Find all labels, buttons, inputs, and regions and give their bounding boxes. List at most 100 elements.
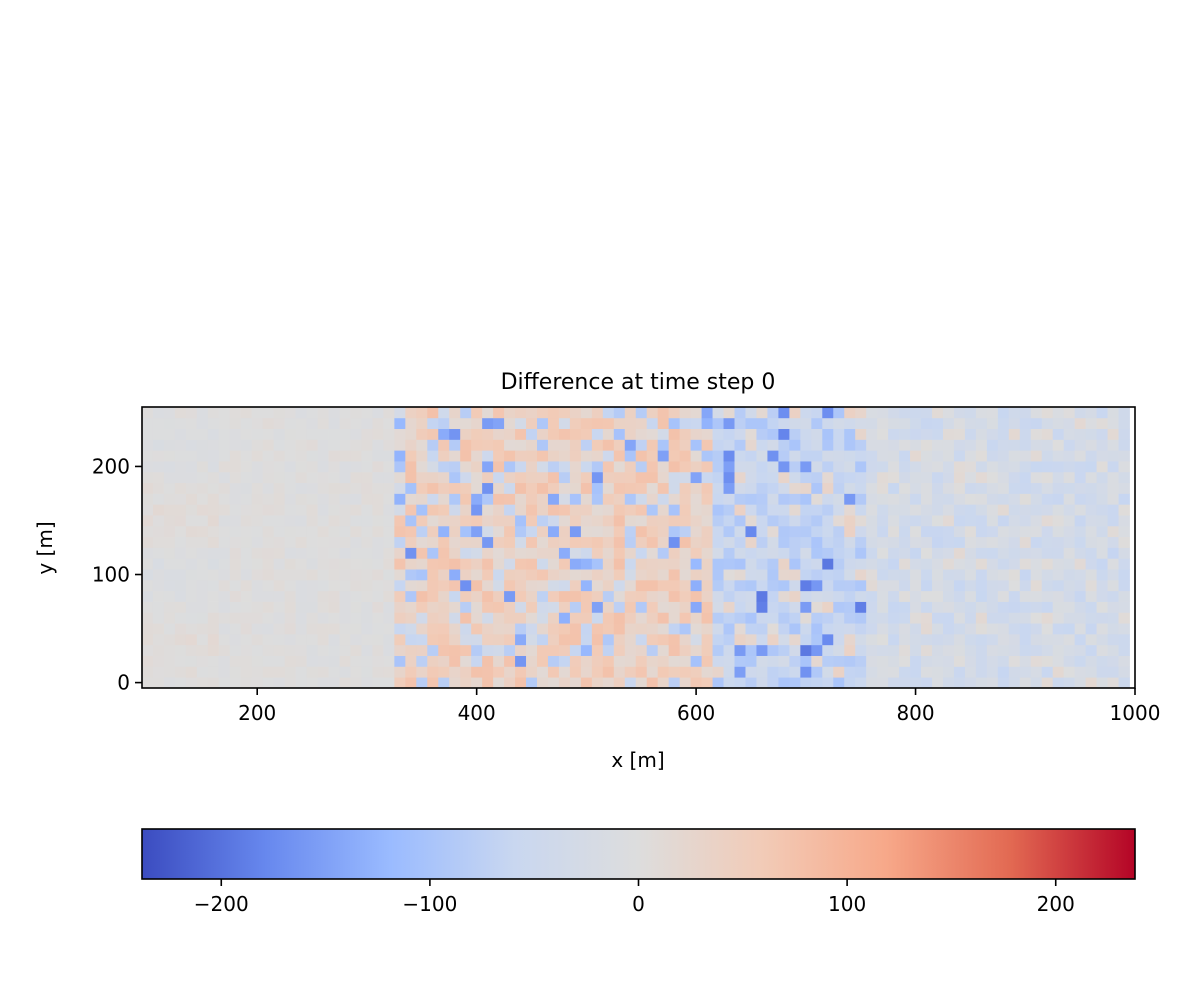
heatmap-cell [383, 601, 395, 613]
heatmap-cell [547, 482, 560, 494]
heatmap-cell [317, 666, 329, 678]
heatmap-cell [460, 439, 472, 451]
heatmap-cell [1096, 461, 1108, 473]
heatmap-cell [196, 417, 209, 430]
heatmap-cell [778, 482, 790, 494]
heatmap-cell [745, 407, 757, 419]
heatmap-cell [1096, 407, 1108, 419]
heatmap-cell [273, 471, 286, 484]
heatmap-cell [833, 612, 845, 624]
heatmap-cell [800, 439, 812, 451]
heatmap-cell [163, 525, 176, 538]
heatmap-cell [789, 623, 801, 635]
heatmap-cell [1030, 579, 1043, 592]
heatmap-cell [942, 677, 955, 688]
heatmap-cell [844, 407, 856, 419]
heatmap-cell [284, 655, 297, 667]
heatmap-cell [295, 417, 307, 430]
heatmap-cell [953, 536, 966, 548]
heatmap-cell [284, 569, 297, 581]
heatmap-cell [866, 525, 878, 538]
heatmap-cell [361, 482, 373, 494]
heatmap-cell [877, 471, 889, 484]
heatmap-cell [1041, 579, 1054, 592]
heatmap-cell [899, 601, 911, 613]
heatmap-cell [196, 504, 209, 516]
heatmap-cell [240, 547, 253, 559]
heatmap-cell [679, 655, 692, 667]
heatmap-cell [986, 612, 999, 624]
heatmap-cell [635, 633, 648, 646]
heatmap-cell [723, 644, 735, 656]
heatmap-cell [361, 655, 373, 667]
heatmap-cell [174, 482, 187, 494]
heatmap-cell [701, 558, 713, 570]
heatmap-cell [339, 417, 351, 430]
heatmap-cell [152, 547, 165, 559]
heatmap-cell [756, 579, 768, 592]
heatmap-cell [482, 601, 494, 613]
heatmap-cell [712, 536, 724, 548]
heatmap-cell [1019, 677, 1032, 688]
heatmap-cell [646, 493, 659, 505]
heatmap-cell [975, 417, 988, 430]
heatmap-cell [460, 623, 472, 635]
heatmap-cell [975, 471, 988, 484]
heatmap-cell [537, 633, 549, 646]
heatmap-cell [723, 569, 735, 581]
heatmap-cell [635, 601, 648, 613]
heatmap-cell [986, 439, 999, 451]
heatmap-cell [844, 612, 856, 624]
heatmap-cell [537, 536, 549, 548]
heatmap-cell [547, 558, 560, 570]
heatmap-cell [383, 655, 395, 667]
heatmap-cell [844, 417, 856, 430]
heatmap-cell [789, 590, 801, 602]
heatmap-cell [251, 439, 264, 451]
heatmap-cell [427, 644, 439, 656]
heatmap-cell [471, 579, 483, 592]
heatmap-cell [591, 612, 604, 624]
heatmap-cell [569, 471, 582, 484]
heatmap-cell [504, 439, 516, 451]
heatmap-cell [471, 493, 483, 505]
heatmap-cell [624, 461, 637, 473]
heatmap-cell [1030, 504, 1043, 516]
heatmap-cell [778, 601, 790, 613]
heatmap-cell [372, 417, 384, 430]
heatmap-cell [361, 590, 373, 602]
heatmap-cell [394, 482, 406, 494]
heatmap-cell [207, 493, 220, 505]
heatmap-cell [339, 407, 351, 419]
heatmap-cell [657, 655, 670, 667]
heatmap-cell [910, 633, 922, 646]
heatmap-cell [284, 504, 297, 516]
heatmap-cell [394, 525, 406, 538]
heatmap-cell [350, 558, 362, 570]
heatmap-cell [515, 471, 527, 484]
heatmap-cell [734, 515, 746, 527]
heatmap-cell [690, 579, 702, 592]
heatmap-cell [690, 633, 702, 646]
heatmap-cell [910, 439, 922, 451]
heatmap-cell [284, 515, 297, 527]
heatmap-cell [712, 666, 724, 678]
heatmap-cell [306, 525, 318, 538]
heatmap-cell [778, 623, 790, 635]
heatmap-cell [547, 655, 560, 667]
heatmap-cell [844, 428, 856, 440]
heatmap-cell [328, 579, 340, 592]
heatmap-cell [701, 525, 713, 538]
heatmap-cell [778, 569, 790, 581]
heatmap-cell [723, 666, 735, 678]
heatmap-cell [646, 417, 659, 430]
heatmap-cell [251, 666, 264, 678]
heatmap-cell [471, 461, 483, 473]
heatmap-cell [624, 493, 637, 505]
heatmap-cell [646, 655, 659, 667]
heatmap-cell [460, 677, 472, 688]
heatmap-cell [493, 417, 505, 430]
heatmap-cell [569, 633, 582, 646]
heatmap-cell [174, 536, 187, 548]
heatmap-cell [888, 450, 900, 462]
